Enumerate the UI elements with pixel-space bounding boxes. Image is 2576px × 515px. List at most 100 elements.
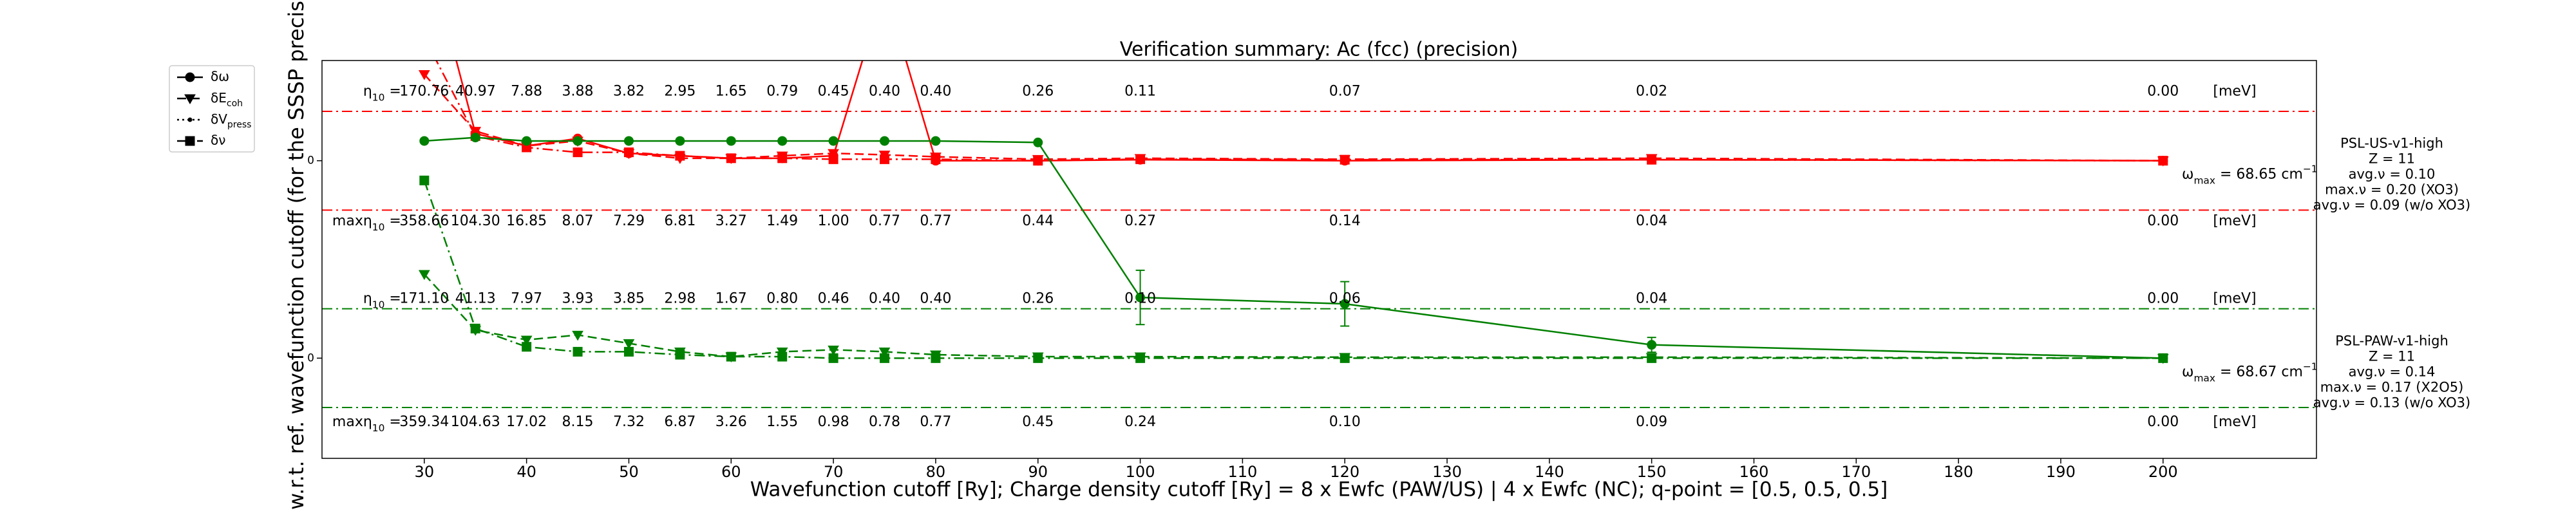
panel-info: PSL-US-v1-high — [2340, 136, 2443, 151]
legend-label: δEcoh — [211, 90, 243, 109]
marker — [1340, 154, 1350, 165]
marker — [623, 147, 634, 158]
annotation-value: 171.10 — [399, 290, 449, 306]
marker — [1033, 353, 1043, 363]
annotation-value: 358.66 — [399, 213, 449, 229]
annotation-value: 0.40 — [920, 290, 951, 306]
marker — [623, 346, 634, 357]
marker — [878, 347, 891, 358]
annotation-value: 0.77 — [920, 213, 951, 229]
annotation-value: 0.00 — [2147, 290, 2179, 306]
annotation-value: 0.40 — [869, 290, 900, 306]
marker — [522, 342, 532, 352]
marker — [828, 149, 839, 160]
annotation-value: 0.04 — [1636, 290, 1667, 306]
annotation-value: 0.24 — [1124, 414, 1156, 430]
series-line — [423, 73, 2163, 162]
annotation-value: 0.10 — [1124, 290, 1156, 306]
annotation-value: 1.55 — [766, 414, 798, 430]
annotation-value: 0.79 — [766, 83, 798, 99]
annotation-value: 0.40 — [869, 83, 900, 99]
annotation-label: η10 = — [363, 83, 401, 103]
annotation-value: 17.02 — [506, 414, 547, 430]
annotation-value: 1.65 — [715, 83, 747, 99]
panel-info: Z = 11 — [2369, 348, 2415, 364]
marker — [1647, 154, 1657, 165]
annotation-label: maxη10 = — [332, 213, 401, 233]
annotation-value: 40.97 — [455, 83, 496, 99]
annotation-value: 2.98 — [664, 290, 696, 306]
marker — [880, 136, 890, 146]
annotation-value: 0.40 — [920, 83, 951, 99]
annotation-value: 0.26 — [1022, 83, 1054, 99]
annotation-value: 0.98 — [818, 414, 849, 430]
x-tick-label: 30 — [415, 463, 435, 481]
marker — [1135, 353, 1146, 363]
annotation-value: 7.88 — [511, 83, 542, 99]
annotation-value: 0.80 — [766, 290, 798, 306]
marker — [931, 136, 941, 146]
marker — [573, 136, 583, 146]
annotation-value: 0.10 — [1329, 414, 1361, 430]
marker — [1135, 154, 1146, 164]
marker — [1340, 353, 1350, 363]
marker — [880, 353, 890, 363]
series-line — [435, 61, 2163, 162]
annotation-value: 104.30 — [451, 213, 500, 229]
axes-frame — [321, 60, 2317, 459]
annotation-unit: [meV] — [2213, 414, 2256, 430]
legend-label: δVpress — [211, 111, 251, 131]
x-tick-label: 60 — [721, 463, 741, 481]
annotation-value: 2.95 — [664, 83, 696, 99]
legend-marker — [187, 117, 193, 122]
marker — [572, 330, 583, 341]
marker — [777, 136, 788, 146]
marker — [1135, 292, 1146, 303]
annotation-value: 7.32 — [613, 414, 645, 430]
legend-marker — [184, 94, 196, 105]
marker — [470, 323, 480, 333]
marker — [828, 154, 838, 164]
x-tick-label: 110 — [1227, 463, 1257, 481]
annotation-value: 0.45 — [1022, 414, 1054, 430]
marker — [418, 270, 430, 281]
panel-info: avg.ν = 0.14 — [2349, 364, 2436, 379]
x-tick-label: 120 — [1330, 463, 1359, 481]
x-tick-label: 170 — [1841, 463, 1871, 481]
y-axis-label: w.r.t. ref. wavefunction cutoff (for the… — [284, 0, 308, 510]
annotation-value: 359.34 — [399, 414, 449, 430]
x-tick-label: 140 — [1535, 463, 1564, 481]
annotation-value: 0.45 — [818, 83, 849, 99]
marker — [418, 70, 430, 80]
annotation-value: 0.27 — [1124, 213, 1156, 229]
marker — [1647, 353, 1657, 363]
annotation-value: 0.14 — [1329, 213, 1361, 229]
annotation-value: 8.07 — [562, 213, 594, 229]
annotation-value: 0.77 — [869, 213, 900, 229]
marker — [828, 136, 838, 146]
annotation-value: 0.77 — [920, 414, 951, 430]
legend-marker — [185, 72, 195, 82]
panel-info: avg.ν = 0.10 — [2349, 167, 2436, 182]
x-tick-label: 40 — [516, 463, 536, 481]
marker — [2158, 353, 2168, 363]
series-line — [423, 274, 2163, 359]
annotation-value: 41.13 — [455, 290, 496, 306]
marker — [470, 133, 480, 143]
marker — [522, 136, 532, 146]
panel-info: max.ν = 0.17 (X2O5) — [2320, 379, 2464, 395]
legend-marker — [185, 136, 195, 146]
marker — [828, 353, 838, 363]
marker — [520, 335, 533, 346]
marker — [573, 147, 583, 158]
marker — [1340, 299, 1350, 309]
annotation-value: 0.06 — [1329, 290, 1361, 306]
x-tick-label: 90 — [1028, 463, 1048, 481]
annotation-value: 0.02 — [1636, 83, 1667, 99]
annotation-unit: [meV] — [2213, 83, 2256, 99]
x-tick-label: 200 — [2148, 463, 2178, 481]
annotation-label: η10 = — [363, 290, 401, 310]
annotation-value: 3.27 — [715, 213, 747, 229]
annotation-value: 3.26 — [715, 414, 747, 430]
